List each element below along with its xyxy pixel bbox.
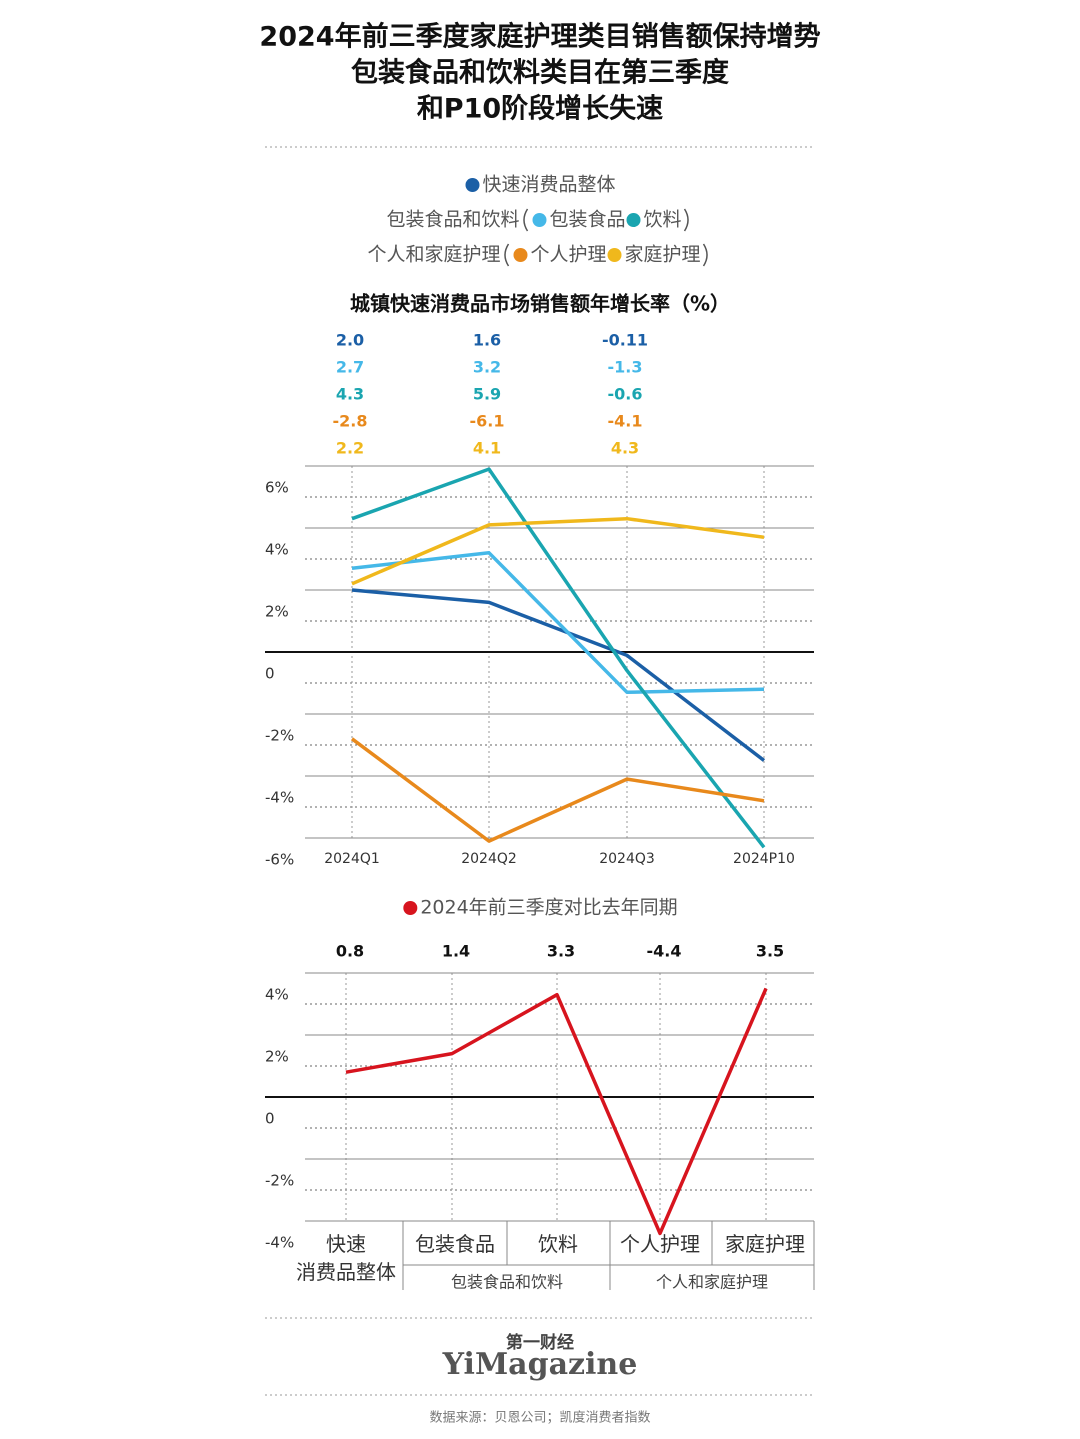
- chart-title: 城镇快速消费品市场销售额年增长率（%）: [350, 292, 730, 316]
- value-label: 2.2: [336, 439, 364, 458]
- x-tick-label: 个人护理: [620, 1232, 700, 1256]
- legend-swatch: [465, 178, 480, 192]
- y-tick-label: 6%: [265, 479, 289, 497]
- paren: [504, 243, 510, 267]
- paren: [523, 208, 529, 232]
- group-label: 包装食品和饮料: [451, 1273, 563, 1292]
- x-tick-label: 2024P10: [733, 851, 795, 867]
- legend-swatch: [532, 213, 547, 227]
- legend-label: 包装食品: [549, 209, 625, 231]
- x-tick-label: 快速 消费品整体: [296, 1232, 396, 1284]
- value-label: 0.8: [336, 942, 364, 961]
- value-label: 3.3: [547, 942, 575, 961]
- legend-swatch: [626, 213, 641, 227]
- legend-label: 2024年前三季度对比去年同期: [420, 897, 677, 919]
- title-line: 2024年前三季度家庭护理类目销售额保持增势: [259, 21, 820, 53]
- value-label: -6.1: [470, 412, 505, 431]
- brand-logo: YiMagazine: [442, 1347, 638, 1382]
- legend-label: 快速消费品整体: [482, 174, 615, 196]
- legend-swatch: [513, 248, 528, 262]
- group-label: 个人和家庭护理: [656, 1273, 768, 1292]
- value-label: 3.5: [756, 942, 784, 961]
- y-tick-label: -2%: [265, 727, 294, 745]
- value-label: 2.7: [336, 358, 364, 377]
- title-line: 和P10阶段增长失速: [417, 93, 663, 125]
- legend-label: 家庭护理: [625, 244, 701, 266]
- value-label: 4.3: [336, 385, 364, 404]
- legend-swatch: [607, 248, 622, 262]
- series-line: [345, 987, 768, 1236]
- source: 数据来源：贝恩公司；凯度消费者指数: [429, 1410, 650, 1426]
- y-tick-label: 0: [265, 665, 275, 683]
- series-line: [351, 516, 765, 586]
- value-label: 4.3: [611, 439, 639, 458]
- y-tick-label: 4%: [265, 541, 289, 559]
- value-label: -2.8: [333, 412, 368, 431]
- y-tick-label: 0: [265, 1110, 275, 1128]
- value-label: 3.2: [473, 358, 501, 377]
- y-tick-label: -2%: [265, 1172, 294, 1190]
- y-tick-label: -4%: [265, 1234, 294, 1252]
- title-line: 包装食品和饮料类目在第三季度: [351, 57, 729, 89]
- legend-label: 包装食品和饮料: [386, 209, 519, 231]
- legend-label: 个人护理: [530, 244, 606, 266]
- y-tick-label: 2%: [265, 1048, 289, 1066]
- series-line: [351, 467, 766, 849]
- x-tick-label: 家庭护理: [725, 1232, 805, 1256]
- value-label: 2.0: [336, 331, 364, 350]
- x-tick-label: 饮料: [538, 1232, 578, 1256]
- brand-name: 第一财经: [506, 1332, 574, 1353]
- value-label: 1.4: [442, 942, 470, 961]
- x-tick-label: 2024Q2: [461, 851, 517, 867]
- value-label: -1.3: [608, 358, 643, 377]
- legend-label: 饮料: [644, 209, 682, 231]
- value-label: 4.1: [473, 439, 501, 458]
- series-line: [351, 588, 766, 762]
- series-line: [350, 737, 765, 843]
- value-label: 5.9: [473, 385, 501, 404]
- y-tick-label: -6%: [265, 851, 294, 869]
- y-tick-label: -4%: [265, 789, 294, 807]
- value-label: -0.6: [608, 385, 643, 404]
- paren: [702, 243, 708, 267]
- x-tick-label: 2024Q1: [324, 851, 380, 867]
- x-tick-label: 包装食品: [415, 1232, 495, 1256]
- legend-label: 个人和家庭护理: [367, 244, 500, 266]
- paren: [683, 208, 689, 232]
- y-tick-label: 2%: [265, 603, 289, 621]
- series-line: [351, 551, 765, 695]
- x-tick-label: 2024Q3: [599, 851, 655, 867]
- y-tick-label: 4%: [265, 986, 289, 1004]
- value-label: 1.6: [473, 331, 501, 350]
- value-label: -4.1: [608, 412, 643, 431]
- value-label: -0.11: [602, 331, 648, 350]
- value-label: -4.4: [647, 942, 682, 961]
- legend-swatch: [403, 901, 418, 915]
